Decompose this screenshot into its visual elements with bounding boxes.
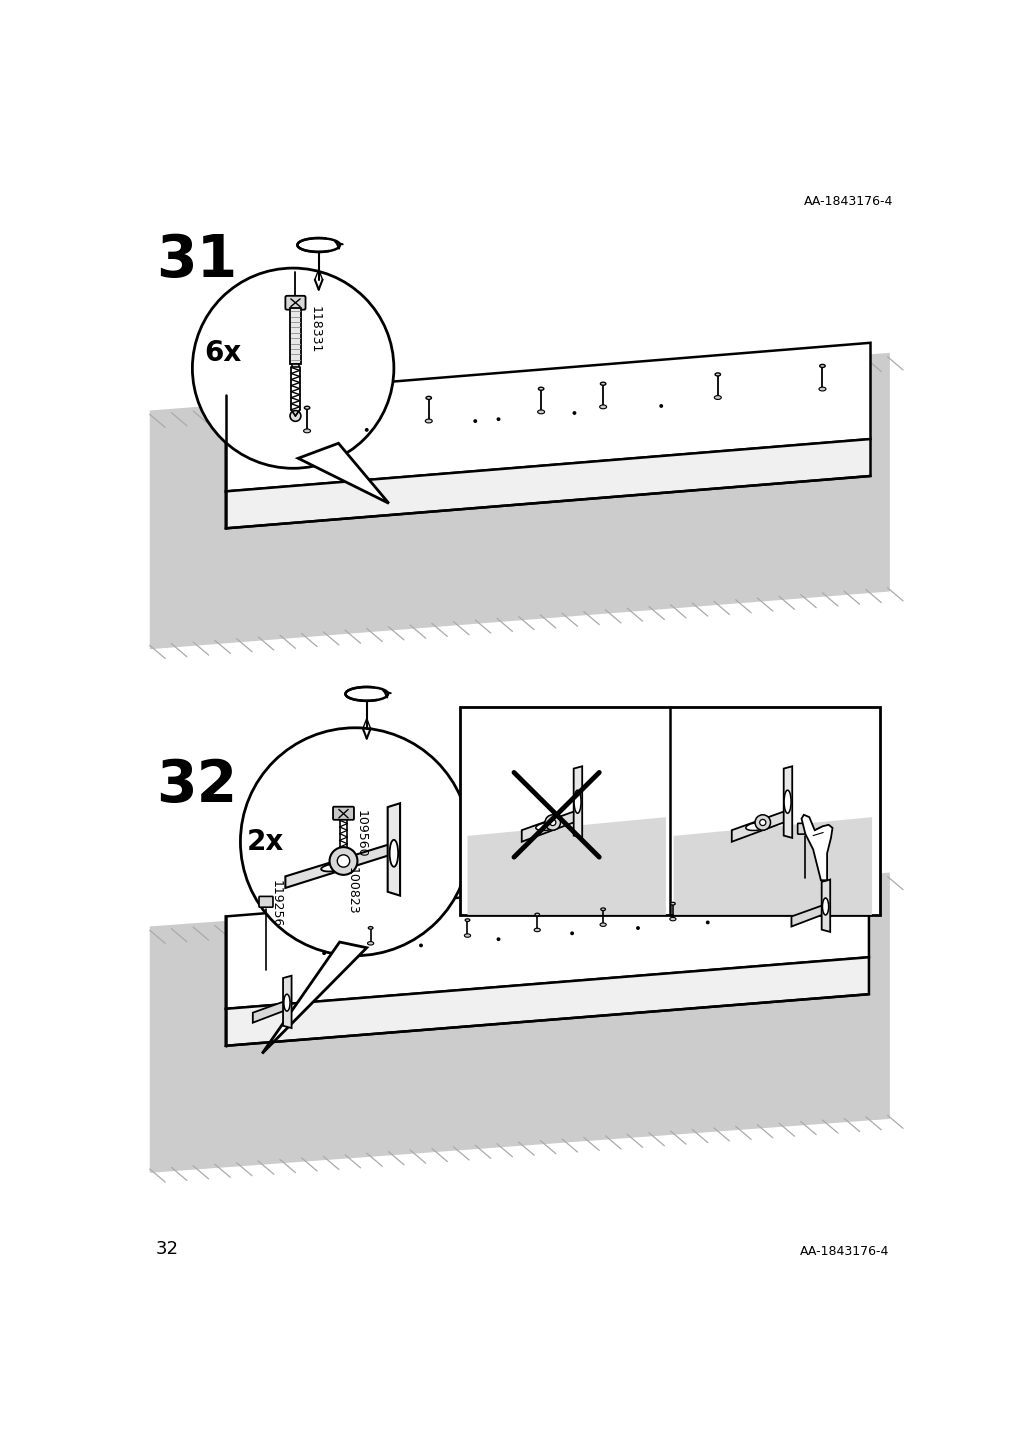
Polygon shape — [821, 879, 829, 932]
Polygon shape — [731, 809, 790, 842]
Text: 2x: 2x — [247, 828, 284, 856]
Text: 31: 31 — [156, 232, 237, 289]
Bar — [292, 364, 298, 368]
Ellipse shape — [745, 822, 768, 831]
Circle shape — [572, 411, 576, 415]
Ellipse shape — [464, 934, 470, 938]
Ellipse shape — [715, 372, 720, 377]
Polygon shape — [298, 444, 388, 503]
Polygon shape — [673, 818, 871, 915]
Circle shape — [337, 855, 350, 868]
Polygon shape — [387, 803, 399, 895]
Ellipse shape — [822, 898, 828, 915]
Ellipse shape — [303, 430, 310, 432]
Circle shape — [473, 420, 477, 422]
Polygon shape — [285, 842, 397, 888]
Polygon shape — [522, 809, 579, 842]
Ellipse shape — [819, 364, 824, 368]
Text: 100823: 100823 — [346, 868, 359, 915]
Text: AA-1843176-4: AA-1843176-4 — [799, 1244, 889, 1257]
Text: 109560: 109560 — [354, 811, 367, 858]
Polygon shape — [791, 904, 827, 927]
Ellipse shape — [304, 407, 309, 410]
Ellipse shape — [535, 914, 539, 916]
Ellipse shape — [465, 919, 469, 921]
Ellipse shape — [601, 908, 605, 911]
Ellipse shape — [669, 918, 675, 921]
Polygon shape — [573, 766, 581, 838]
Polygon shape — [225, 440, 869, 528]
Ellipse shape — [600, 924, 606, 927]
Ellipse shape — [573, 790, 580, 813]
Ellipse shape — [784, 790, 791, 813]
Circle shape — [658, 404, 662, 408]
Text: 118331: 118331 — [308, 306, 321, 354]
Ellipse shape — [367, 942, 373, 945]
Ellipse shape — [818, 387, 825, 391]
Circle shape — [241, 727, 469, 955]
Polygon shape — [225, 865, 868, 1008]
Ellipse shape — [714, 395, 721, 400]
Circle shape — [754, 815, 769, 831]
Text: 6x: 6x — [204, 339, 241, 367]
Ellipse shape — [283, 994, 290, 1011]
Text: 32: 32 — [156, 1240, 179, 1257]
Polygon shape — [783, 766, 792, 838]
Ellipse shape — [320, 863, 350, 872]
Circle shape — [636, 927, 639, 929]
Ellipse shape — [426, 397, 431, 400]
Ellipse shape — [368, 927, 373, 929]
Circle shape — [549, 819, 555, 826]
Polygon shape — [262, 942, 366, 1054]
FancyBboxPatch shape — [285, 296, 305, 309]
Text: 32: 32 — [156, 758, 237, 813]
Ellipse shape — [600, 405, 606, 408]
Ellipse shape — [425, 420, 432, 422]
FancyBboxPatch shape — [259, 896, 273, 908]
Circle shape — [419, 944, 423, 948]
FancyBboxPatch shape — [797, 823, 811, 833]
Polygon shape — [801, 815, 832, 881]
Polygon shape — [225, 957, 868, 1045]
Polygon shape — [225, 342, 869, 491]
Circle shape — [290, 411, 300, 421]
Polygon shape — [253, 1000, 289, 1022]
Polygon shape — [467, 818, 665, 915]
Circle shape — [364, 428, 368, 432]
Ellipse shape — [534, 928, 540, 932]
Bar — [459, 707, 879, 915]
Circle shape — [192, 268, 393, 468]
Circle shape — [705, 921, 709, 924]
Ellipse shape — [535, 822, 558, 831]
Circle shape — [496, 417, 500, 421]
Ellipse shape — [389, 839, 397, 866]
Ellipse shape — [600, 382, 606, 385]
Bar — [290, 308, 300, 364]
Ellipse shape — [670, 902, 674, 905]
Text: 119256: 119256 — [270, 879, 283, 927]
Ellipse shape — [537, 410, 544, 414]
Polygon shape — [150, 352, 889, 649]
Circle shape — [496, 938, 500, 941]
Ellipse shape — [538, 387, 543, 391]
Circle shape — [321, 951, 326, 955]
Circle shape — [545, 815, 560, 831]
Circle shape — [569, 931, 573, 935]
Circle shape — [759, 819, 765, 826]
FancyBboxPatch shape — [333, 806, 354, 819]
Polygon shape — [283, 975, 291, 1028]
Circle shape — [330, 848, 357, 875]
Polygon shape — [150, 872, 889, 1173]
Text: AA-1843176-4: AA-1843176-4 — [804, 195, 893, 208]
